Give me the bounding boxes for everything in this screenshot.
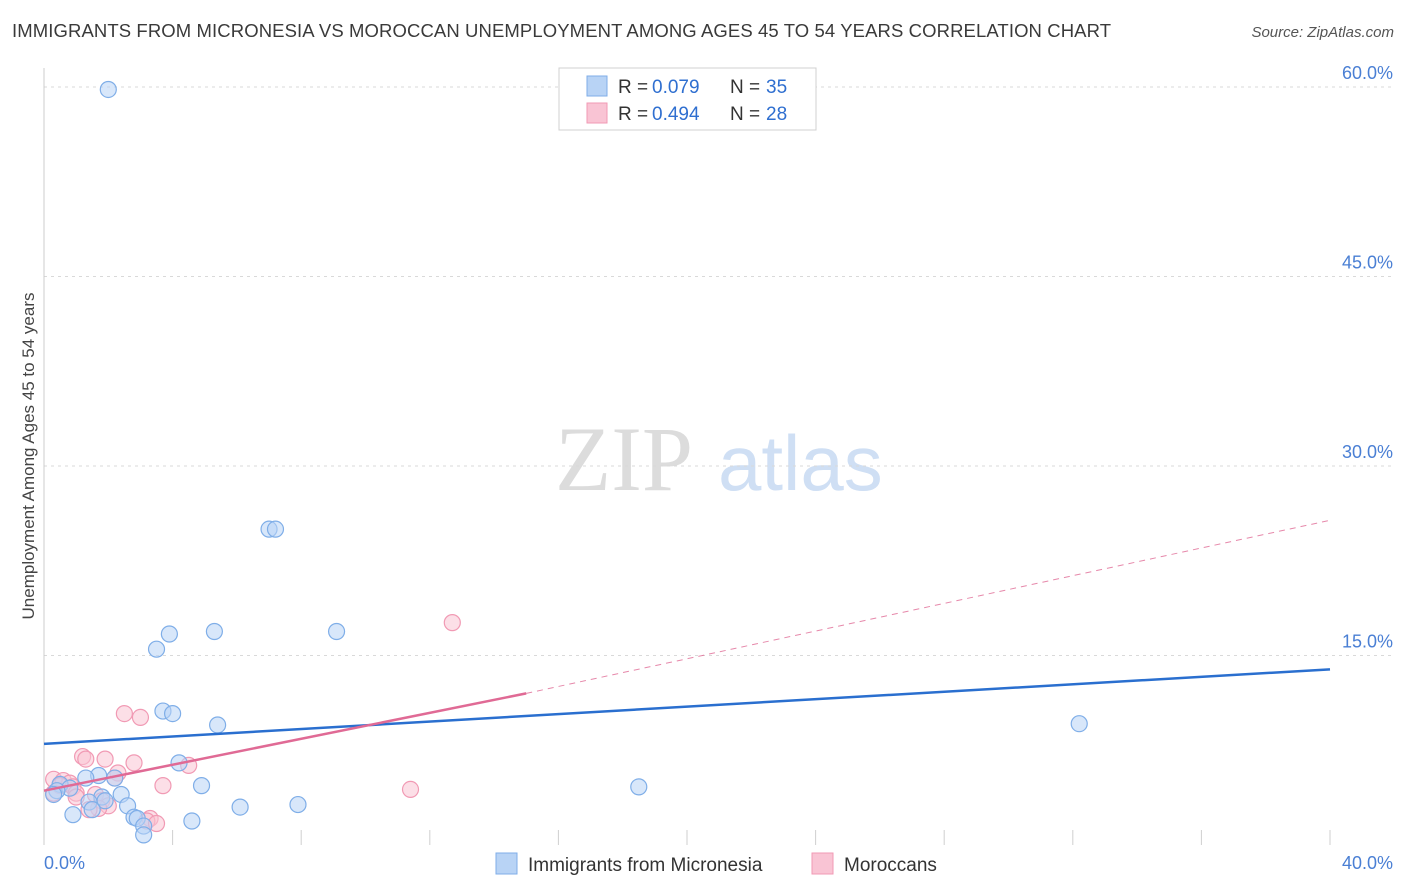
- legend-r-label-2: R =: [618, 104, 648, 125]
- moroccans-point: [154, 777, 172, 795]
- moroccans-point: [401, 780, 420, 799]
- x-tick-marks: [43, 830, 1331, 845]
- moroccans-point: [115, 705, 133, 723]
- micronesia-point: [135, 826, 153, 844]
- micronesia-point: [209, 716, 227, 734]
- y-tick-label: 15.0%: [1342, 631, 1393, 651]
- micronesia-point: [183, 812, 201, 830]
- y-tick-label: 45.0%: [1342, 252, 1393, 272]
- micronesia-trend-line: [43, 668, 1331, 746]
- moroccans-point: [131, 708, 150, 726]
- x-tick-label: 40.0%: [1342, 853, 1393, 873]
- legend-n-value-2: 28: [766, 104, 787, 125]
- trend-lines: [43, 519, 1331, 792]
- micronesia-point: [147, 640, 166, 658]
- legend-swatch-pink: [586, 102, 608, 124]
- micronesia-point: [160, 625, 178, 643]
- micronesia-point: [327, 622, 346, 641]
- y-tick-label: 30.0%: [1342, 442, 1393, 462]
- moroccans-trend-line: [43, 692, 527, 792]
- x-tick-label: 0.0%: [44, 853, 85, 873]
- moroccans-point: [77, 750, 95, 768]
- legend-n-label-1: N =: [730, 77, 760, 98]
- x-tick-labels: 0.0% 40.0%: [44, 853, 1393, 873]
- micronesia-point: [289, 795, 307, 814]
- y-tick-labels: 15.0% 30.0% 45.0% 60.0%: [1342, 63, 1393, 652]
- bottom-legend-label-pink: Moroccans: [844, 855, 937, 876]
- watermark-atlas: atlas: [718, 419, 883, 507]
- top-legend: R = 0.079 N = 35 R = 0.494 N = 28: [558, 67, 817, 131]
- micronesia-point: [630, 778, 648, 796]
- micronesia-point: [266, 520, 285, 538]
- legend-swatch-blue: [586, 75, 608, 97]
- micronesia-point: [1070, 715, 1088, 733]
- bottom-legend-swatch-blue: [495, 852, 518, 875]
- legend-n-label-2: N =: [730, 104, 760, 125]
- chart-title: IMMIGRANTS FROM MICRONESIA VS MOROCCAN U…: [12, 20, 1112, 41]
- legend-r-value-2: 0.494: [652, 104, 700, 125]
- legend-r-value-1: 0.079: [652, 77, 700, 98]
- y-tick-label: 60.0%: [1342, 63, 1393, 83]
- micronesia-point: [83, 801, 101, 819]
- moroccans-point: [443, 614, 461, 632]
- grid-lines: [44, 86, 1392, 656]
- bottom-legend: Immigrants from Micronesia Moroccans: [495, 852, 937, 876]
- bottom-legend-label-blue: Immigrants from Micronesia: [528, 855, 763, 876]
- bottom-legend-swatch-pink: [811, 852, 834, 875]
- moroccans-point: [96, 750, 114, 768]
- moroccans-trend-extension: [526, 519, 1331, 694]
- micronesia-point: [164, 705, 182, 723]
- legend-n-value-1: 35: [766, 77, 787, 98]
- micronesia-point: [64, 806, 82, 824]
- moroccans-point: [125, 754, 143, 772]
- micronesia-point: [192, 777, 211, 795]
- micronesia-point: [205, 622, 223, 641]
- y-axis-title: Unemployment Among Ages 45 to 54 years: [19, 293, 38, 620]
- legend-r-label-1: R =: [618, 77, 648, 98]
- source-credit: Source: ZipAtlas.com: [1251, 24, 1394, 41]
- watermark-zip: ZIP: [555, 408, 693, 510]
- micronesia-point: [231, 798, 249, 816]
- micronesia-point: [99, 80, 117, 99]
